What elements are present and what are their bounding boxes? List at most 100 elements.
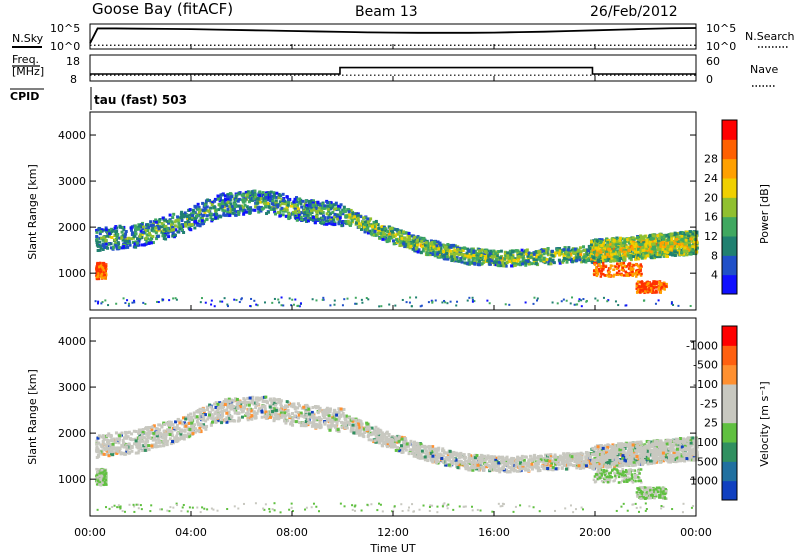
data-cell: [225, 412, 228, 415]
data-cell: [343, 206, 346, 209]
nsearch-tick-lo: 10^0: [706, 40, 736, 53]
data-cell: [446, 302, 448, 304]
data-cell: [150, 444, 153, 447]
data-cell: [200, 301, 202, 303]
data-cell: [508, 304, 510, 306]
data-cell: [124, 434, 127, 437]
data-cell: [329, 304, 331, 306]
data-cell: [300, 206, 303, 209]
data-cell: [151, 227, 154, 230]
data-cell: [134, 227, 137, 230]
data-cell: [643, 235, 646, 238]
data-cell: [262, 191, 265, 194]
data-cell: [578, 298, 580, 300]
data-cell: [543, 252, 546, 255]
data-cell: [364, 221, 367, 224]
data-cell: [481, 262, 484, 265]
colorbar-swatch: [722, 159, 737, 179]
data-cell: [393, 235, 396, 238]
data-cell: [420, 305, 422, 307]
data-cell: [98, 434, 101, 437]
data-cell: [583, 256, 586, 259]
data-cell: [450, 253, 453, 256]
data-cell: [188, 214, 191, 217]
data-cell: [211, 421, 214, 424]
data-cell: [169, 437, 172, 440]
data-cell: [516, 263, 519, 266]
data-cell: [97, 274, 100, 277]
data-cell: [234, 214, 237, 217]
data-cell: [211, 218, 214, 221]
data-cell: [361, 220, 364, 223]
data-cell: [221, 201, 224, 204]
data-cell: [290, 405, 293, 408]
data-cell: [286, 400, 289, 403]
data-cell: [394, 305, 396, 307]
data-cell: [449, 250, 452, 253]
colorbar-swatch: [722, 139, 737, 159]
data-cell: [236, 299, 238, 301]
data-cell: [404, 237, 407, 240]
data-cell: [153, 230, 156, 233]
data-cell: [409, 302, 411, 304]
data-cell: [245, 211, 248, 214]
freq-unit-label: [MHz]: [12, 65, 44, 78]
data-cell: [674, 242, 677, 245]
data-cell: [600, 275, 603, 278]
data-cell: [598, 268, 601, 271]
data-cell: [293, 406, 296, 409]
data-cell: [184, 225, 187, 228]
data-cell: [657, 243, 660, 246]
data-cell: [151, 235, 154, 238]
data-cell: [665, 234, 668, 237]
data-cell: [188, 419, 191, 422]
data-cell: [216, 195, 219, 198]
data-cell: [239, 207, 242, 210]
data-cell: [280, 405, 283, 408]
data-cell: [274, 404, 277, 407]
data-cell: [197, 208, 200, 211]
data-cell: [305, 414, 308, 417]
data-cell: [603, 256, 606, 259]
data-cell: [290, 205, 293, 208]
data-cell: [316, 201, 319, 204]
data-cell: [282, 304, 284, 306]
data-cell: [613, 239, 616, 242]
data-cell: [126, 299, 128, 301]
data-cell: [341, 426, 344, 429]
data-cell: [651, 282, 654, 285]
data-cell: [248, 211, 251, 214]
data-cell: [275, 192, 278, 195]
data-cell: [467, 250, 470, 253]
data-cell: [130, 226, 133, 229]
data-cell: [600, 244, 603, 247]
data-cell: [667, 238, 670, 241]
data-cell: [211, 409, 214, 412]
data-cell: [583, 249, 586, 252]
data-cell: [538, 258, 541, 261]
data-cell: [350, 219, 353, 222]
data-cell: [97, 302, 99, 304]
data-cell: [165, 422, 168, 425]
data-cell: [481, 248, 484, 251]
data-cell: [329, 204, 332, 207]
data-cell: [106, 235, 109, 238]
data-cell: [595, 253, 598, 256]
data-cell: [128, 452, 131, 455]
data-cell: [408, 235, 411, 238]
data-cell: [461, 253, 464, 256]
data-cell: [639, 289, 642, 292]
data-cell: [231, 212, 234, 215]
data-cell: [206, 408, 209, 411]
colorbar-tick-label: 4: [711, 269, 718, 282]
data-cell: [606, 300, 608, 302]
data-cell: [239, 400, 242, 403]
data-cell: [444, 246, 447, 249]
data-cell: [224, 398, 227, 401]
data-cell: [460, 259, 463, 262]
data-cell: [278, 215, 281, 218]
data-cell: [255, 304, 257, 306]
power-cbar-label: Power [dB]: [758, 184, 771, 244]
data-cell: [168, 220, 171, 223]
data-cell: [175, 297, 177, 299]
